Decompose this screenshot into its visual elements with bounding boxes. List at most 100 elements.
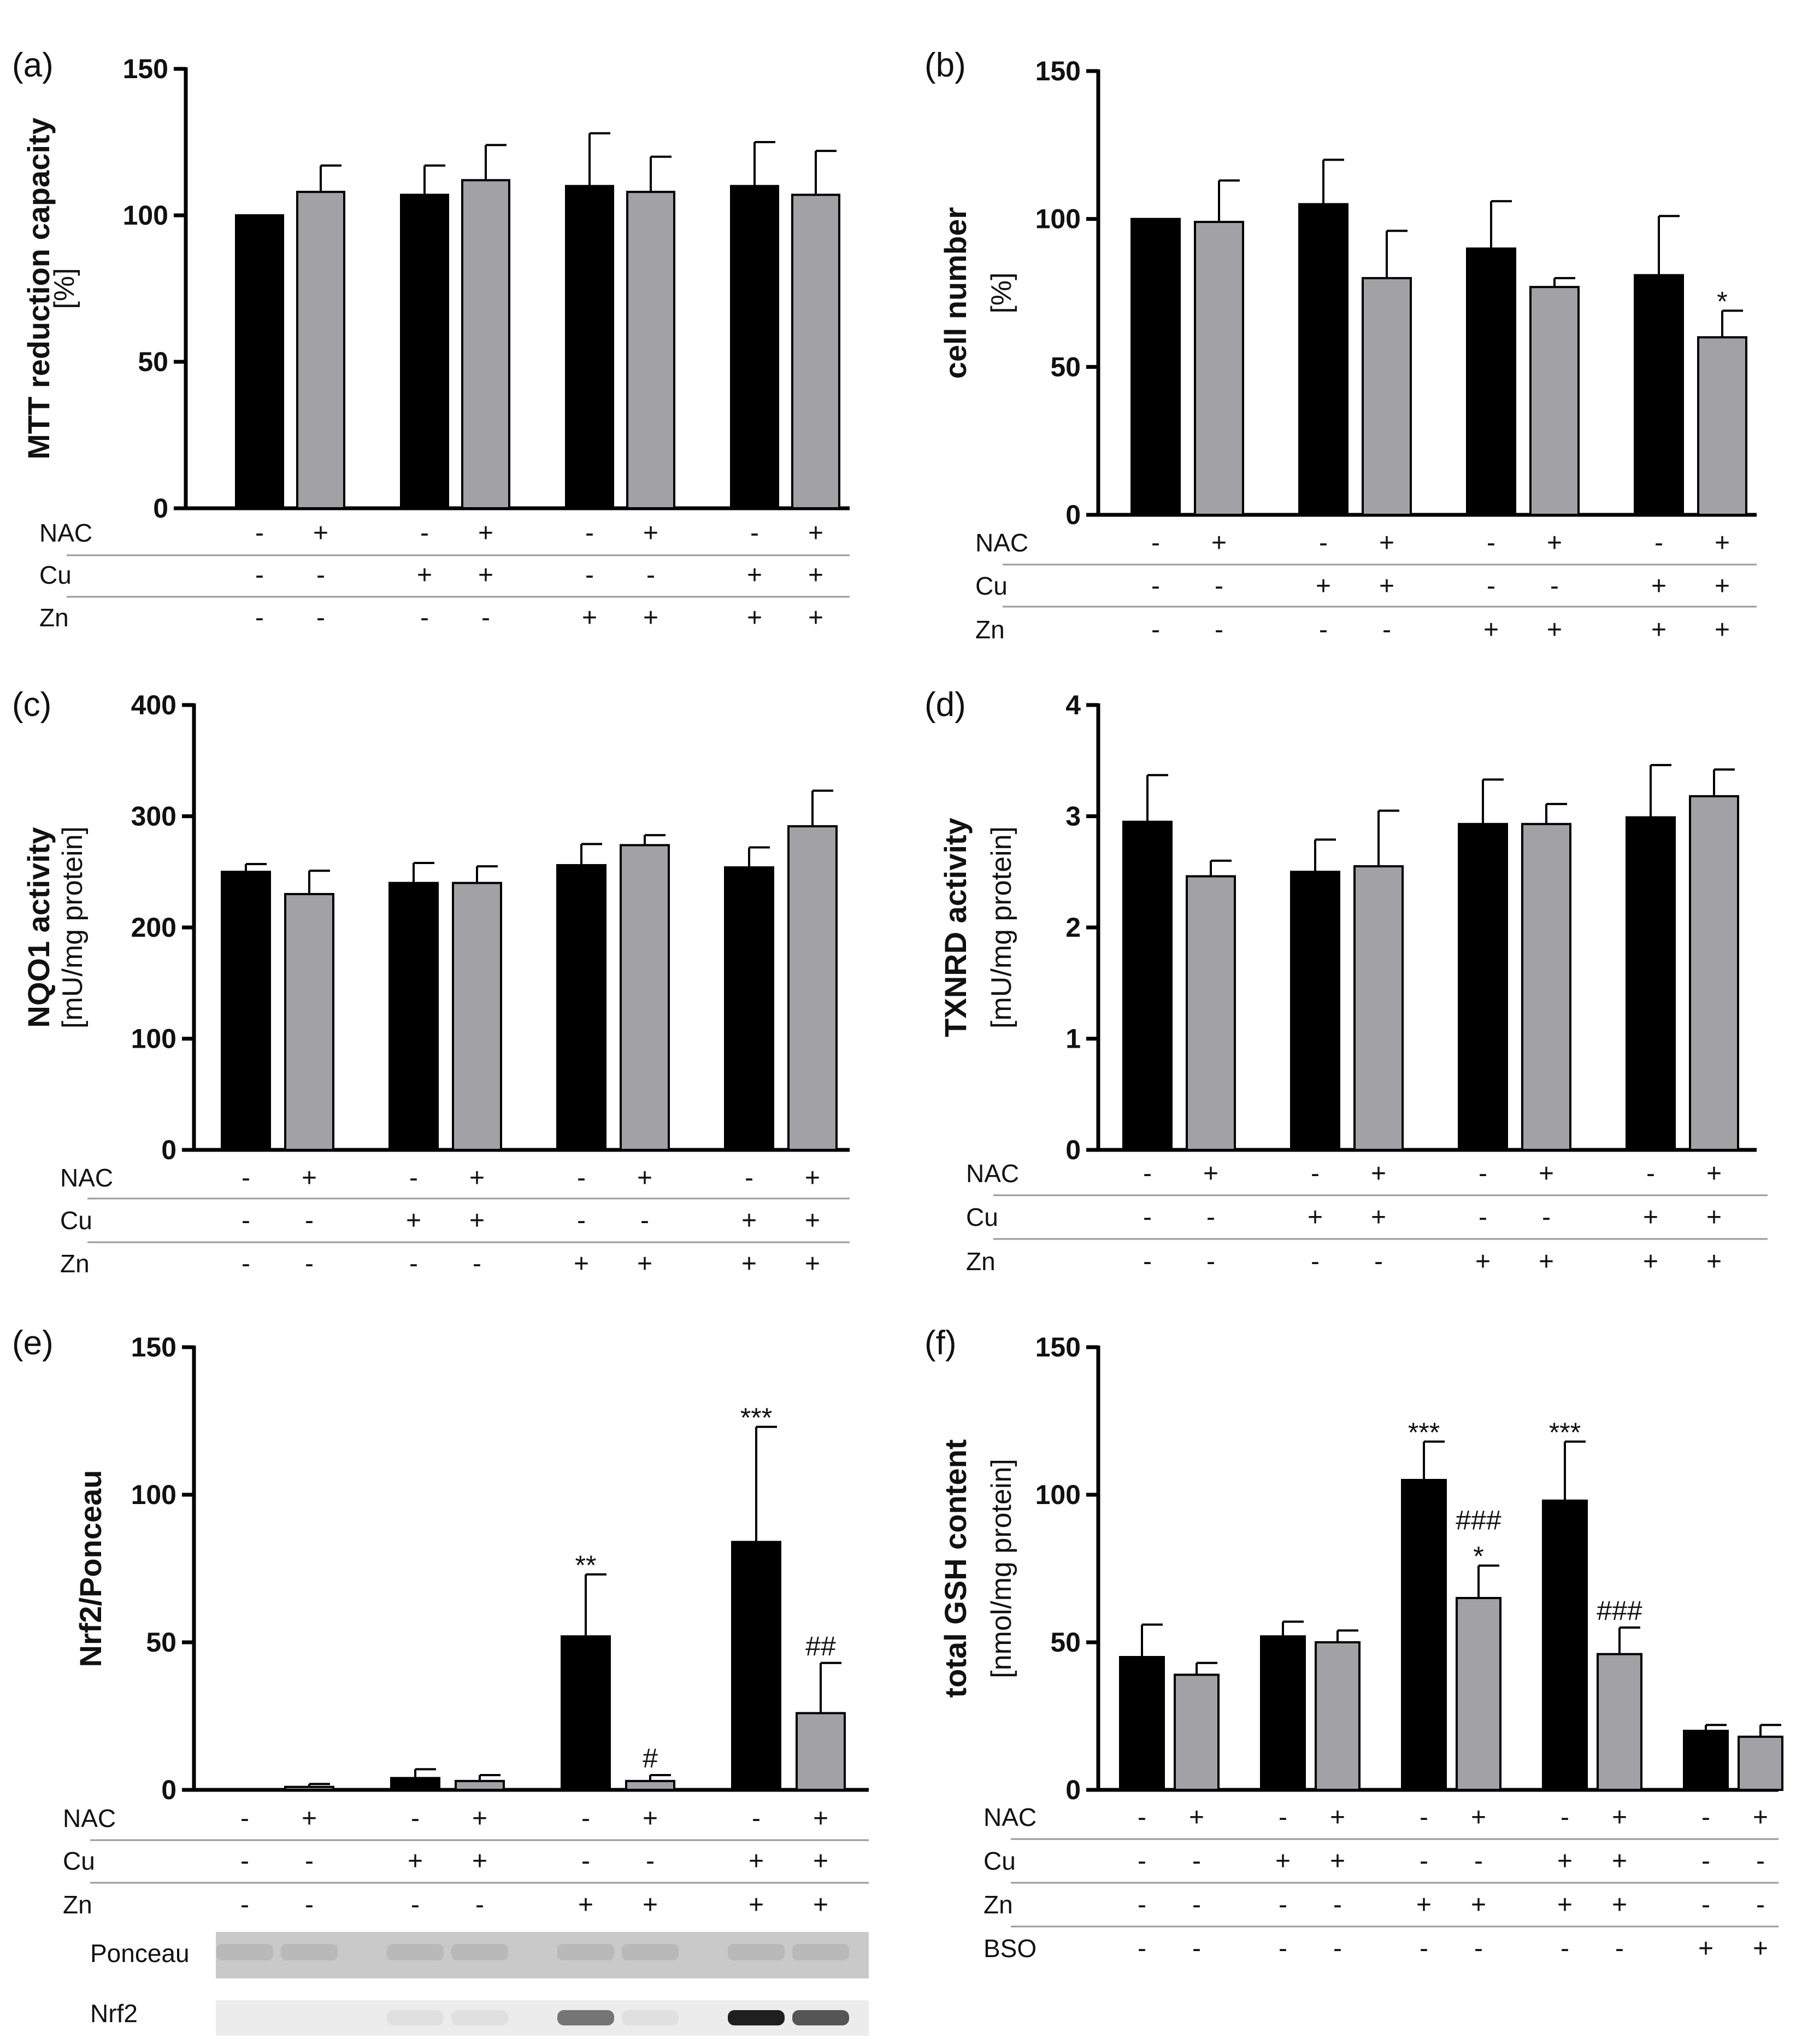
treatment-sign: + (1612, 1890, 1627, 1919)
ponceau-band (281, 1944, 338, 1960)
y-tick-label: 100 (123, 200, 168, 231)
treatment-sign: - (752, 1804, 761, 1833)
y-tick-label: 50 (1050, 351, 1081, 382)
western-blot: Ponceau Nrf2 (90, 1932, 869, 2036)
treatment-sign: + (643, 519, 658, 548)
bar (235, 214, 284, 509)
bar (1194, 221, 1244, 516)
treatment-sign: - (240, 1804, 249, 1833)
treatment-sign: + (472, 1847, 487, 1876)
y-tick-label: 0 (1065, 1135, 1081, 1165)
treatment-row-label: BSO (984, 1934, 1037, 1963)
bar (1362, 277, 1412, 516)
bar (1529, 286, 1580, 516)
treatment-sign: - (1382, 615, 1391, 644)
treatment-row-label: Zn (984, 1890, 1013, 1919)
treatment-sign: - (585, 561, 594, 590)
treatment-sign: + (1612, 1847, 1627, 1876)
treatment-row-label: Cu (975, 572, 1008, 600)
bar (1130, 218, 1181, 516)
ponceau-band (792, 1944, 849, 1960)
treatment-sign: - (1279, 1890, 1287, 1919)
bar (730, 185, 779, 509)
panel-label: (d) (925, 686, 966, 724)
y-axis-title: MTT reduction capacity (21, 118, 56, 459)
treatment-sign: + (749, 1847, 764, 1876)
y-tick-label: 50 (146, 1627, 176, 1658)
treatment-sign: + (741, 1249, 757, 1278)
treatment-sign: - (581, 1804, 590, 1833)
ponceau-band (387, 1944, 444, 1960)
treatment-row-label: NAC (984, 1803, 1037, 1831)
y-axis-title: NQO1 activity (21, 827, 56, 1027)
treatment-row-label: NAC (966, 1159, 1019, 1188)
bar (1260, 1635, 1306, 1791)
y-tick-label: 4 (1065, 690, 1081, 720)
blot-label-ponceau: Ponceau (90, 1939, 190, 1967)
treatment-sign: - (1542, 1203, 1551, 1232)
bar (1466, 247, 1516, 516)
bar (1353, 865, 1404, 1151)
y-axis-unit: [%] (49, 268, 80, 309)
treatment-sign: + (1698, 1934, 1713, 1963)
treatment-sign: - (1319, 615, 1328, 644)
y-axis-title: Nrf2/Ponceau (73, 1470, 108, 1667)
treatment-sign: - (1333, 1890, 1342, 1919)
treatment-sign: - (1215, 572, 1223, 601)
significance-marker: ### (1597, 1595, 1642, 1626)
bar (565, 185, 614, 509)
treatment-sign: + (1557, 1847, 1573, 1876)
treatment-sign: + (1371, 1203, 1386, 1232)
treatment-row-label: Zn (39, 603, 69, 632)
treatment-sign: - (1333, 1934, 1342, 1963)
treatment-sign: + (469, 1164, 485, 1193)
y-tick-label: 100 (131, 1479, 176, 1510)
y-axis-unit: [nmol/mg protein] (986, 1459, 1017, 1678)
treatment-sign: + (808, 603, 823, 632)
y-tick-label: 2 (1065, 912, 1081, 943)
treatment-sign: + (643, 1890, 658, 1919)
treatment-sign: + (582, 603, 597, 632)
treatment-sign: + (1539, 1247, 1554, 1276)
treatment-sign: - (420, 603, 429, 632)
y-axis-title: cell number (938, 207, 973, 379)
y-tick-label: 150 (131, 1332, 176, 1362)
treatment-sign: + (478, 561, 493, 590)
panel-label: (a) (12, 46, 54, 84)
treatment-sign: + (1715, 528, 1730, 557)
bar (1458, 823, 1508, 1151)
panel-d: (d) TXNRD activity [mU/mg protein] 0 1 2 3 4 NAC… (925, 686, 1768, 1276)
nrf2-band (728, 2010, 785, 2025)
y-tick-label: 0 (161, 1775, 176, 1805)
panel-label: (f) (925, 1324, 957, 1362)
treatment-sign: + (1547, 528, 1562, 557)
ponceau-band (622, 1944, 679, 1960)
bar (1738, 1735, 1783, 1792)
treatment-sign: + (417, 561, 432, 590)
y-tick-label: 100 (1035, 1479, 1081, 1510)
treatment-sign: - (409, 1164, 418, 1193)
treatment-sign: - (1474, 1934, 1483, 1963)
treatment-sign: - (1138, 1803, 1146, 1832)
treatment-sign: + (1706, 1159, 1722, 1188)
treatment-sign: - (305, 1890, 314, 1919)
bar (626, 191, 675, 509)
treatment-sign: + (1275, 1847, 1291, 1876)
treatment-sign: - (1701, 1890, 1710, 1919)
treatment-sign: + (643, 1804, 658, 1833)
treatment-sign: + (808, 561, 823, 590)
panel-label: (c) (12, 686, 51, 724)
bar (388, 882, 439, 1151)
treatment-sign: - (1192, 1890, 1201, 1919)
treatment-row-label: NAC (63, 1804, 116, 1832)
treatment-sign: + (1471, 1890, 1486, 1919)
treatment-row-label: Zn (60, 1249, 90, 1278)
treatment-sign: - (481, 603, 490, 632)
treatment-sign: - (745, 1164, 753, 1193)
treatment-sign: - (242, 1164, 250, 1193)
y-tick-label: 0 (1065, 500, 1081, 530)
treatment-sign: - (1474, 1847, 1483, 1876)
y-tick-label: 3 (1065, 801, 1081, 832)
bar (620, 844, 670, 1152)
